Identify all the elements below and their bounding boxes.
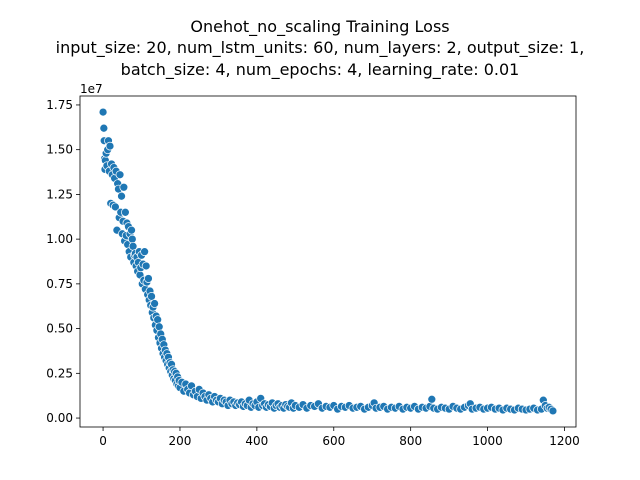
- x-tick-label: 800: [399, 434, 422, 448]
- data-point: [98, 107, 108, 117]
- data-point: [144, 274, 153, 283]
- x-axis-ticks: 0 200 400 600 800 1000 1200: [99, 427, 580, 448]
- x-tick-label: 200: [169, 434, 192, 448]
- y-tick-label: 0.75: [46, 277, 73, 291]
- data-point: [117, 191, 126, 201]
- x-tick-label: 0: [99, 434, 107, 448]
- chart-title: Onehot_no_scaling Training Loss: [190, 17, 450, 36]
- data-point: [427, 394, 437, 404]
- data-point: [127, 225, 136, 235]
- y-axis-ticks: 0.00 0.25 0.50 0.75 1.00 1.25 1.50 1.75: [46, 98, 80, 425]
- data-point: [548, 406, 558, 416]
- data-point: [115, 170, 125, 180]
- chart-subtitle-line-2: batch_size: 4, num_epochs: 4, learning_r…: [120, 60, 520, 79]
- data-point: [154, 322, 164, 332]
- data-point: [150, 299, 159, 308]
- data-point: [99, 123, 109, 133]
- y-tick-label: 1.50: [46, 143, 73, 157]
- data-point: [119, 182, 129, 192]
- data-point: [147, 292, 156, 301]
- data-point: [127, 234, 137, 244]
- axes-frame: [79, 95, 577, 428]
- y-tick-label: 0.00: [46, 411, 73, 425]
- x-tick-label: 1200: [549, 434, 580, 448]
- data-point: [141, 261, 151, 271]
- x-tick-label: 400: [245, 434, 268, 448]
- data-point: [153, 315, 163, 324]
- data-points: [98, 107, 558, 416]
- data-point: [111, 202, 120, 212]
- y-tick-label: 0.25: [46, 366, 73, 380]
- data-point: [121, 207, 130, 217]
- y-axis-offset-text: 1e7: [80, 82, 103, 96]
- y-tick-label: 1.00: [46, 232, 73, 246]
- data-point: [140, 247, 149, 257]
- y-tick-label: 0.50: [46, 322, 73, 336]
- x-tick-label: 1000: [472, 434, 503, 448]
- y-tick-label: 1.25: [46, 187, 73, 201]
- chart-subtitle-line-1: input_size: 20, num_lstm_units: 60, num_…: [55, 38, 585, 57]
- y-tick-label: 1.75: [46, 98, 73, 112]
- x-tick-label: 600: [322, 434, 345, 448]
- data-point: [105, 141, 115, 151]
